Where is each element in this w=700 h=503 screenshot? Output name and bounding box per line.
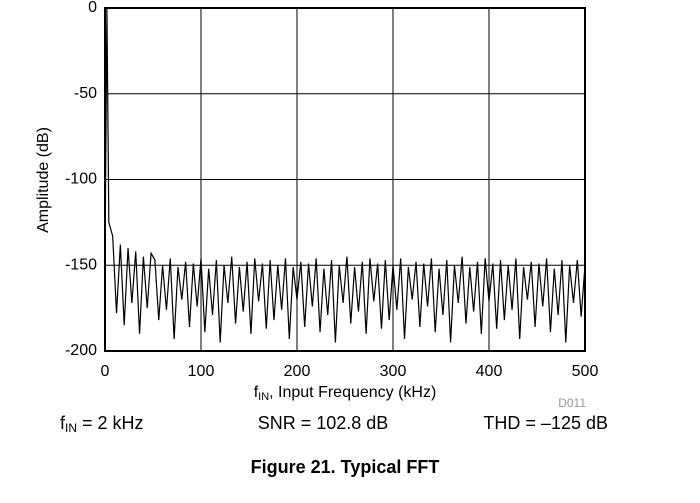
annotation: SNR = 102.8 dB <box>258 413 389 433</box>
y-tick-label: -150 <box>65 256 97 273</box>
annotation-sub: IN <box>65 421 77 435</box>
x-tick-label: 200 <box>284 363 311 380</box>
x-tick-label: 0 <box>101 363 110 380</box>
x-tick-label: 500 <box>572 363 599 380</box>
x-axis-label: fIN, Input Frequency (kHz) <box>254 384 437 403</box>
x-label-main: f <box>254 384 259 401</box>
x-tick-label: 400 <box>476 363 503 380</box>
figure-id: D011 <box>558 396 586 410</box>
y-tick-label: -50 <box>74 85 97 102</box>
plot-border <box>104 7 586 352</box>
y-tick-label: -100 <box>65 171 97 188</box>
x-label-sub: IN <box>258 391 269 403</box>
annotation: THD = –125 dB <box>483 413 608 433</box>
x-tick-label: 100 <box>188 363 215 380</box>
y-tick-label: 0 <box>88 0 97 16</box>
y-axis-label: Amplitude (dB) <box>35 127 52 233</box>
annotation-main: f <box>60 413 66 433</box>
caption: Figure 21. Typical FFT <box>251 457 440 477</box>
annotation-rest: = 2 kHz <box>77 413 144 433</box>
x-label-rest: , Input Frequency (kHz) <box>269 384 436 401</box>
annotation: fIN = 2 kHz <box>60 413 144 435</box>
y-tick-label: -200 <box>65 342 97 359</box>
x-tick-label: 300 <box>380 363 407 380</box>
fft-line <box>104 7 586 343</box>
